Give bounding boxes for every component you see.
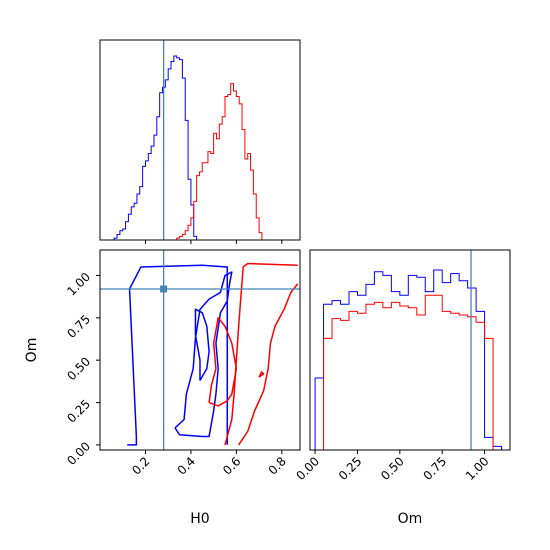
x-tick-label: 0.8 [266, 454, 289, 477]
x-tick-label: 0.6 [220, 454, 243, 477]
h0-hist-red [111, 83, 299, 241]
h0-hist-blue [111, 55, 299, 241]
contour-frame [99, 249, 301, 451]
x-tick-label: 0.00 [293, 454, 322, 483]
contour-line [238, 283, 299, 446]
histogram-step-line [111, 83, 299, 241]
om-marginal-frame [309, 249, 511, 451]
x-tick-label: 0.4 [175, 454, 198, 477]
contour-blue [127, 264, 233, 446]
h0-marginal-ticks [144, 240, 283, 244]
x-tick-label: 0.2 [129, 454, 152, 477]
histogram-step-line [314, 269, 510, 451]
y-tick-label: 0.25 [64, 397, 93, 426]
contour-xlabel: H0 [190, 511, 209, 527]
contour-x-ticks: 0.2 0.4 0.6 0.8 [129, 450, 289, 478]
contour-line [258, 371, 265, 378]
contour-y-ticks: 0.00 0.25 0.50 0.75 1.00 [64, 270, 100, 468]
om-hist-red [315, 294, 510, 451]
y-tick-label: 1.00 [64, 270, 93, 299]
om-xlabel: Om [398, 511, 423, 527]
contour-truth-marker [160, 285, 168, 293]
y-tick-label: 0.50 [64, 354, 93, 383]
contour-panel: 0.2 0.4 0.6 0.8 0.00 0.25 0.50 0.75 1.00 H0 Om [24, 249, 301, 527]
om-marginal-panel: 0.00 0.25 0.50 0.75 1.00 Om [293, 249, 511, 527]
h0-marginal-frame [99, 39, 301, 241]
contour-ylabel: Om [24, 338, 40, 363]
contour-line [224, 262, 298, 446]
h0-marginal-panel [99, 39, 301, 244]
x-tick-label: 1.00 [463, 454, 492, 483]
x-tick-label: 0.50 [378, 454, 407, 483]
y-tick-label: 0.00 [64, 439, 93, 468]
contour-red [208, 262, 299, 446]
contour-line [174, 271, 233, 438]
x-tick-label: 0.25 [336, 454, 365, 483]
histogram-step-line [111, 55, 299, 241]
contour-line [194, 308, 210, 381]
y-tick-label: 0.75 [64, 312, 93, 341]
contour-line [127, 264, 229, 446]
x-tick-label: 0.75 [421, 454, 450, 483]
om-x-ticks: 0.00 0.25 0.50 0.75 1.00 [293, 450, 492, 483]
om-hist-blue [314, 269, 510, 451]
histogram-step-line [315, 294, 510, 451]
contour-line [208, 317, 238, 407]
